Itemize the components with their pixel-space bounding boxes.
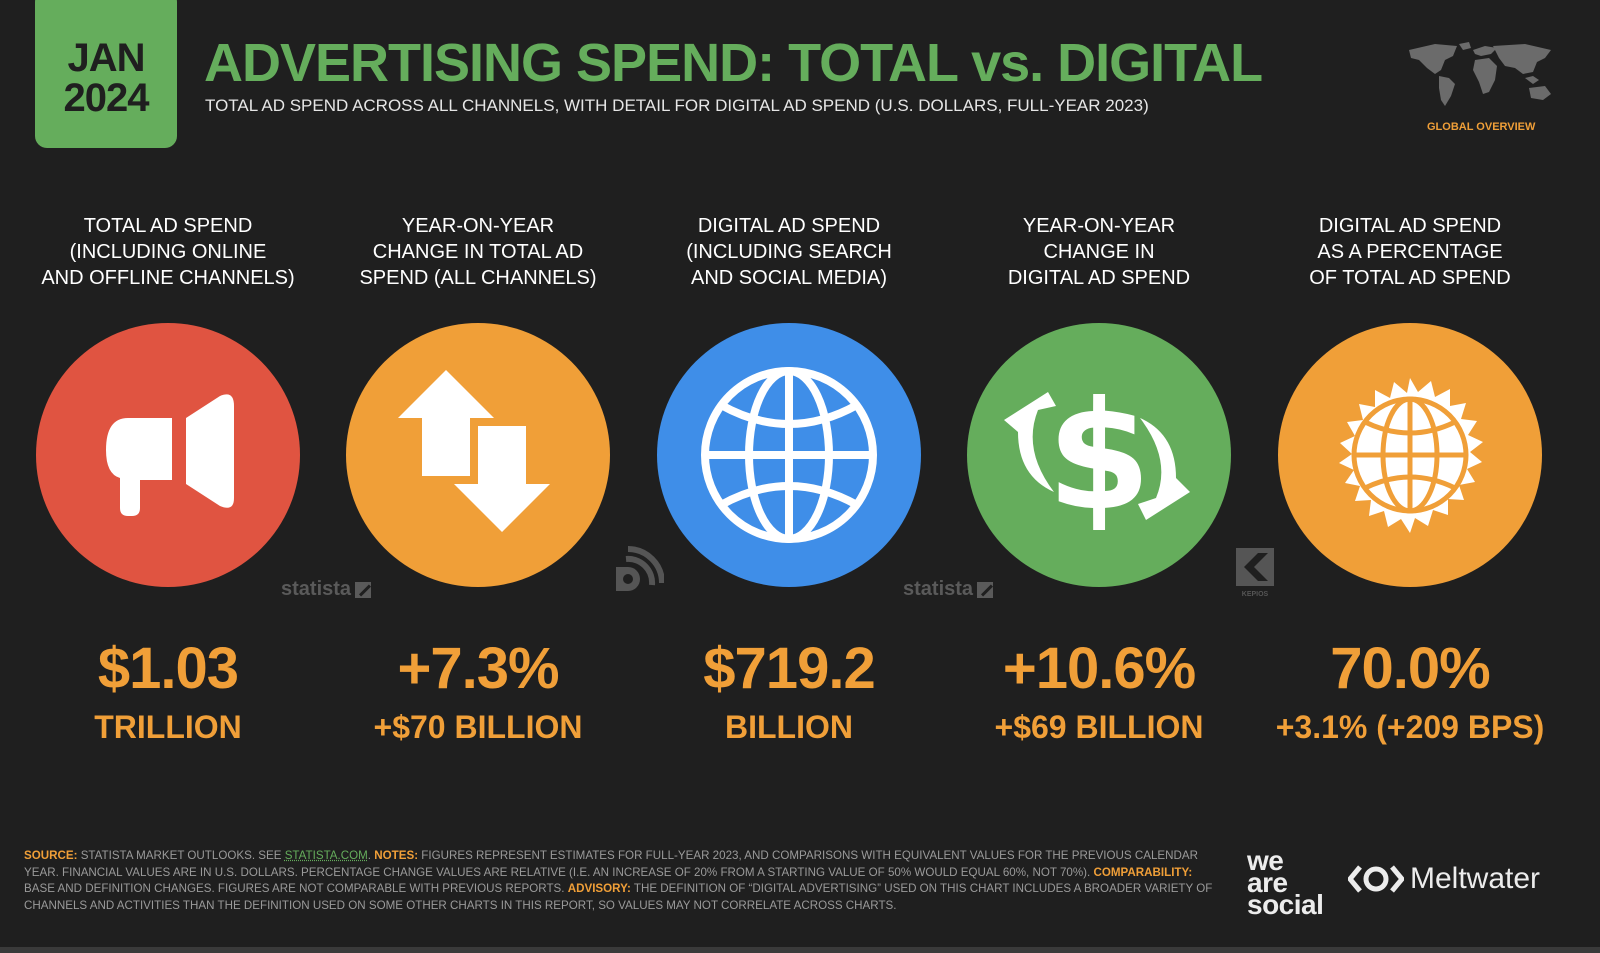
metric-value: +10.6% — [1002, 636, 1196, 701]
world-map-icon — [1409, 42, 1551, 106]
metric-label: DIGITAL AD SPEND (INCLUDING SEARCH AND S… — [686, 215, 892, 289]
metric-value: +7.3% — [397, 636, 559, 701]
metric-label: DIGITAL AD SPEND AS A PERCENTAGE OF TOTA… — [1309, 215, 1511, 289]
bottom-strip — [0, 947, 1600, 953]
page-title: ADVERTISING SPEND: TOTAL vs. DIGITAL — [204, 33, 1263, 93]
metric-label: YEAR-ON-YEAR CHANGE IN DIGITAL AD SPEND — [1007, 215, 1191, 289]
metric-subvalue: +3.1% (+209 BPS) — [1275, 709, 1545, 745]
metric-label: YEAR-ON-YEAR CHANGE IN TOTAL AD SPEND (A… — [359, 215, 597, 289]
metric-value: $719.2 — [703, 636, 875, 701]
dollar-exchange-icon: $ — [1004, 380, 1190, 530]
metric-subvalue: +$69 BILLION — [994, 709, 1204, 745]
statista-logo: statista — [903, 578, 994, 601]
metric-subvalue: TRILLION — [94, 709, 242, 745]
up-down-arrows-icon — [398, 370, 550, 532]
metric-subvalue: +$70 BILLION — [373, 709, 583, 745]
metric-digital-share: DIGITAL AD SPEND AS A PERCENTAGE OF TOTA… — [1260, 213, 1560, 745]
megaphone-icon — [106, 394, 234, 516]
metric-value: 70.0% — [1330, 636, 1490, 701]
meltwater-logo: Meltwater — [1348, 862, 1540, 896]
svg-text:$: $ — [1047, 380, 1151, 530]
kepios-logo: KEPIOS — [1236, 548, 1274, 598]
globe-badge-icon — [1339, 378, 1483, 533]
metric-total-yoy-change: YEAR-ON-YEAR CHANGE IN TOTAL AD SPEND (A… — [328, 213, 628, 745]
date-year: 2024 — [63, 76, 150, 120]
metric-icon-circle — [36, 323, 300, 587]
metric-icon-circle: $ — [967, 323, 1231, 587]
globe-icon — [701, 367, 877, 543]
footer-notes: SOURCE: STATISTA MARKET OUTLOOKS. SEE ST… — [24, 849, 1213, 912]
we-are-social-logo: we are social — [1247, 845, 1324, 920]
date-month: JAN — [67, 36, 145, 80]
kepios-logo-icon — [1236, 548, 1274, 586]
meltwater-eye-icon — [1348, 865, 1404, 893]
date-badge: JAN 2024 — [35, 0, 177, 148]
region-label: GLOBAL OVERVIEW — [1427, 121, 1536, 133]
statista-link[interactable]: STATISTA.COM — [284, 849, 368, 862]
metric-icon-circle — [346, 323, 610, 587]
metric-icon-circle — [1278, 323, 1542, 587]
metric-digital-yoy-change: YEAR-ON-YEAR CHANGE IN DIGITAL AD SPEND … — [949, 213, 1249, 745]
metric-subvalue: BILLION — [725, 709, 853, 745]
metric-total-ad-spend: TOTAL AD SPEND (INCLUDING ONLINE AND OFF… — [18, 213, 318, 745]
metric-digital-ad-spend: DIGITAL AD SPEND (INCLUDING SEARCH AND S… — [639, 213, 939, 745]
global-overview-badge: GLOBAL OVERVIEW — [1405, 40, 1565, 140]
metric-icon-circle — [657, 323, 921, 587]
page-subtitle: TOTAL AD SPEND ACROSS ALL CHANNELS, WITH… — [205, 96, 1149, 115]
metric-value: $1.03 — [97, 636, 239, 701]
metric-label: TOTAL AD SPEND (INCLUDING ONLINE AND OFF… — [41, 215, 295, 289]
statista-logo: statista — [281, 578, 372, 601]
datareportal-logo-icon — [616, 546, 664, 591]
